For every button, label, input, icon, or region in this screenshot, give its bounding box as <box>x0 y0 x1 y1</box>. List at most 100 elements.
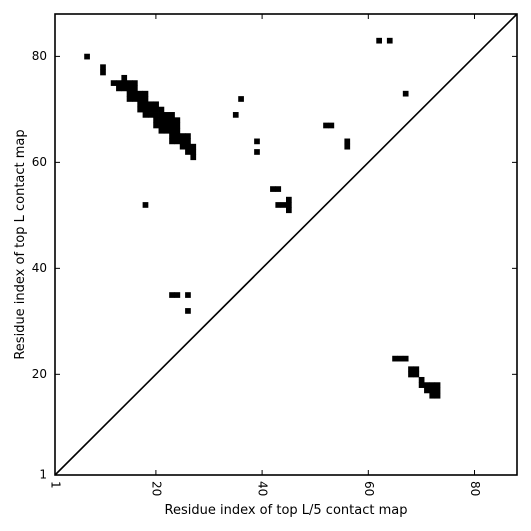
contact-cell-upper <box>185 292 191 298</box>
contact-cell-upper <box>169 138 175 145</box>
contact-cell-upper <box>153 112 159 118</box>
contact-cell-upper <box>280 202 287 208</box>
contact-cell-upper <box>179 133 186 139</box>
x-tick-label: 40 <box>256 481 270 496</box>
contact-cell-upper <box>142 112 149 118</box>
contact-cell-upper <box>137 96 144 102</box>
contact-cell-upper <box>100 69 106 76</box>
contact-cell-upper <box>132 80 138 86</box>
contact-cell-lower <box>397 355 404 362</box>
plot-frame <box>54 13 518 476</box>
contact-cell-upper <box>254 149 260 155</box>
contact-cell-upper <box>116 85 122 92</box>
x-tick-label: 20 <box>149 481 163 496</box>
contact-cell-upper <box>190 149 197 155</box>
contact-cell-upper <box>147 112 154 118</box>
contact-cell-lower <box>408 366 414 373</box>
contact-cell-lower <box>402 355 409 362</box>
contact-cell-upper <box>174 138 181 145</box>
contact-cell-upper <box>116 80 122 86</box>
x-tick-label: 60 <box>362 481 376 496</box>
contact-cell-upper <box>174 133 181 139</box>
contact-cell-upper <box>169 292 175 298</box>
y-axis-title: Residue index of top L contact map <box>13 129 28 359</box>
contact-cell-upper <box>179 143 186 150</box>
contact-cell-upper <box>190 143 197 150</box>
contact-cell-upper <box>142 106 149 113</box>
contact-cell-lower <box>392 355 398 362</box>
contact-cell-upper <box>121 85 128 92</box>
contact-cell-upper <box>163 127 170 134</box>
contact-cell-upper <box>137 106 144 113</box>
contact-cell-upper <box>153 106 159 113</box>
contact-cell-upper <box>402 90 409 97</box>
contact-cell-upper <box>121 74 128 81</box>
contact-cell-upper <box>270 186 276 192</box>
contact-cell-upper <box>126 90 133 97</box>
contact-cell-upper <box>142 96 149 102</box>
contact-cell-upper <box>185 138 191 145</box>
contact-cell-upper <box>142 101 149 108</box>
contact-cell-upper <box>110 80 117 86</box>
contact-cell-upper <box>238 96 244 102</box>
contact-cell-upper <box>179 138 186 145</box>
contact-cell-upper <box>169 117 175 124</box>
diagonal-line <box>54 13 518 476</box>
contact-cell-lower <box>418 382 425 388</box>
contact-cell-upper <box>286 196 292 203</box>
contact-cell-upper <box>174 122 181 129</box>
lower-right-contacts <box>392 355 441 399</box>
contact-cell-lower <box>418 376 425 383</box>
contact-cell-upper <box>147 106 154 113</box>
contact-cell-upper <box>158 122 165 129</box>
contact-cell-upper <box>100 64 106 71</box>
contact-cell-upper <box>126 85 133 92</box>
contact-cell-upper <box>190 154 197 161</box>
contact-cell-upper <box>137 90 144 97</box>
contact-cell-upper <box>185 133 191 139</box>
contact-cell-upper <box>163 117 170 124</box>
upper-left-contacts <box>84 37 409 314</box>
contact-cell-lower <box>434 392 441 399</box>
x-axis-title: Residue index of top L/5 contact map <box>165 503 408 518</box>
contact-cell-upper <box>142 90 149 97</box>
contact-cell-upper <box>174 292 181 298</box>
contact-cell-upper <box>163 112 170 118</box>
contact-cell-upper <box>254 138 260 145</box>
contact-cell-upper <box>185 143 191 150</box>
contact-cell-upper <box>158 112 165 118</box>
y-tick-label: 60 <box>32 155 47 169</box>
contact-cell-upper <box>147 101 154 108</box>
contact-cell-upper <box>286 207 292 214</box>
contact-cell-upper <box>121 80 128 86</box>
contact-cell-upper <box>132 85 138 92</box>
contact-cell-upper <box>126 80 133 86</box>
contact-cell-upper <box>132 90 138 97</box>
contact-cell-upper <box>174 127 181 134</box>
contact-cell-lower <box>413 366 420 373</box>
contact-cell-lower <box>429 382 436 388</box>
y-tick-label: 80 <box>32 49 47 63</box>
contact-cell-lower <box>429 387 436 394</box>
contact-cell-upper <box>169 133 175 139</box>
contact-cell-lower <box>434 382 441 388</box>
contact-cell-lower <box>434 387 441 394</box>
plot-area <box>54 13 518 476</box>
contact-cell-upper <box>84 53 90 60</box>
contact-cell-lower <box>413 371 420 378</box>
contact-cell-upper <box>185 149 191 155</box>
contact-cell-upper <box>132 96 138 102</box>
contact-cell-upper <box>142 202 149 208</box>
contact-cell-lower <box>429 392 436 399</box>
contact-cell-upper <box>169 112 175 118</box>
contact-cell-upper <box>275 186 282 192</box>
y-tick-label: 1 <box>39 468 47 482</box>
contact-cell-upper <box>158 127 165 134</box>
contact-cell-upper <box>163 122 170 129</box>
contact-cell-lower <box>424 387 430 394</box>
contact-cell-upper <box>174 117 181 124</box>
contact-cell-upper <box>344 143 351 150</box>
x-axis-ticks: 1 20 40 60 80 <box>49 14 482 496</box>
contact-cell-lower <box>408 371 414 378</box>
